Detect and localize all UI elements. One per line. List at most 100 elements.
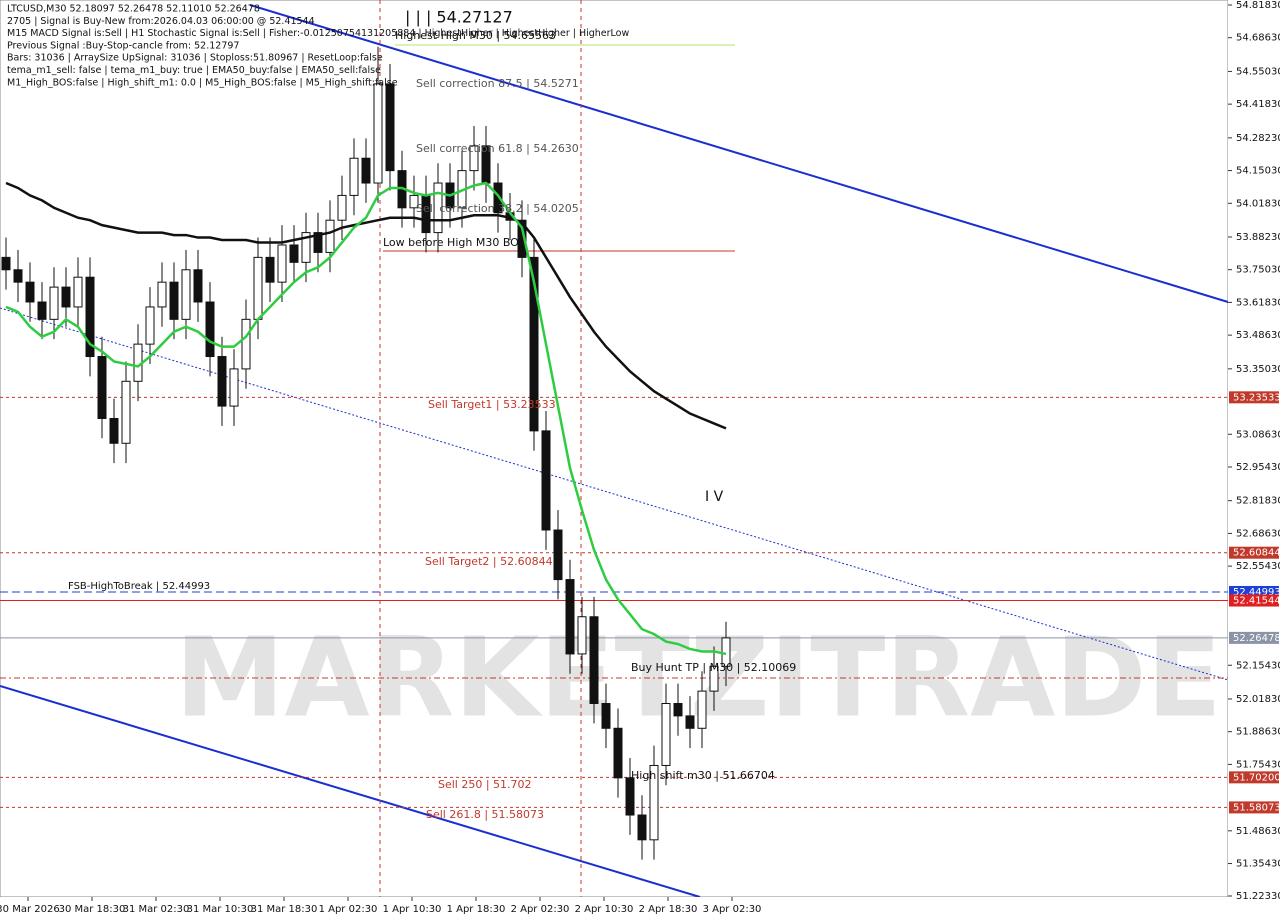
- annotation: Sell correction 87.5 | 54.5271: [416, 77, 579, 90]
- y-tick-label: 54.55030: [1236, 66, 1280, 77]
- y-tick-label: 53.75030: [1236, 265, 1280, 276]
- y-tick-label: 54.01830: [1236, 198, 1280, 209]
- annotations: | | | 54.27127 Highest High M30 | 54.655…: [68, 8, 796, 822]
- y-tick-label: 54.15030: [1236, 166, 1280, 177]
- annotation: FSB-HighToBreak | 52.44993: [68, 581, 210, 592]
- candle-body: [1, 256, 11, 271]
- candle-body: [589, 616, 599, 704]
- price-level-label: 52.44993: [1233, 587, 1280, 598]
- candle-body: [409, 194, 419, 209]
- candle-body: [349, 157, 359, 196]
- candle-body: [625, 777, 635, 816]
- candle-body: [637, 814, 647, 841]
- y-tick-label: 53.48630: [1236, 330, 1280, 341]
- candle-body: [229, 368, 239, 407]
- candle-body: [613, 727, 623, 779]
- annotation: I V: [705, 489, 724, 505]
- candle-body: [697, 690, 707, 729]
- candle-body: [385, 83, 395, 172]
- price-level-box: [1229, 546, 1279, 559]
- candle-body: [217, 356, 227, 407]
- price-level-box: [1229, 391, 1279, 404]
- annotation: | | | 54.27127: [405, 8, 513, 27]
- y-tick-label: 53.88230: [1236, 232, 1280, 243]
- candle-body: [169, 281, 179, 320]
- candle-body: [37, 301, 47, 320]
- y-tick-label: 52.68630: [1236, 528, 1280, 539]
- candle-body: [73, 276, 83, 308]
- trend-dotted: [0, 307, 1229, 681]
- price-level-label: 51.70200: [1233, 772, 1280, 783]
- candle-body: [541, 430, 551, 531]
- price-level-label: 52.26478: [1233, 633, 1280, 644]
- y-tick-label: 53.61830: [1236, 297, 1280, 308]
- candle-body: [469, 145, 479, 172]
- candle-body: [241, 318, 251, 370]
- candle-body: [529, 256, 539, 432]
- candle-body: [109, 417, 119, 444]
- x-tick-label: 3 Apr 02:30: [703, 904, 762, 915]
- candle-body: [433, 182, 443, 234]
- info-line: tema_m1_sell: false | tema_m1_buy: true …: [7, 65, 381, 76]
- moving-average: [5, 181, 727, 656]
- y-tick-label: 52.81830: [1236, 496, 1280, 507]
- candle-body: [325, 219, 335, 253]
- candle-body: [157, 281, 167, 308]
- info-line: 2705 | Signal is Buy-New from:2026.04.03…: [7, 16, 315, 27]
- candle-body: [277, 244, 287, 283]
- channel-bottom: [0, 685, 701, 898]
- annotation: Sell correction 38.2 | 54.0205: [416, 202, 579, 215]
- annotation: Sell 250 | 51.702: [438, 778, 532, 791]
- candle-body: [565, 579, 575, 655]
- price-level-label: 53.23533: [1233, 392, 1280, 403]
- info-line: LTCUSD,M30 52.18097 52.26478 52.11010 52…: [7, 4, 260, 15]
- x-tick-label: 1 Apr 02:30: [319, 904, 378, 915]
- info-line: M15 MACD Signal is:Sell | H1 Stochastic …: [7, 28, 629, 39]
- annotation: Sell Target2 | 52.60844: [425, 555, 553, 568]
- candle-body: [517, 219, 527, 258]
- candle-body: [577, 616, 587, 655]
- price-level-label: 52.60844: [1233, 548, 1280, 559]
- candle-body: [553, 529, 563, 581]
- annotation: High shift m30 | 51.66704: [631, 769, 775, 782]
- info-line: Bars: 31036 | ArraySize UpSignal: 31036 …: [7, 53, 383, 64]
- price-level-box: [1229, 594, 1279, 607]
- info-line: M1_High_BOS:false | High_shift_m1: 0.0 |…: [7, 77, 398, 88]
- y-tick-label: 52.55430: [1236, 561, 1280, 572]
- y-tick-label: 52.95430: [1236, 462, 1280, 473]
- x-tick-label: 31 Mar 10:30: [187, 904, 254, 915]
- y-tick-label: 51.48630: [1236, 826, 1280, 837]
- candle-body: [205, 301, 215, 358]
- y-tick-label: 52.01830: [1236, 694, 1280, 705]
- trend-lines: [0, 0, 1229, 898]
- price-level-box: [1229, 771, 1279, 784]
- annotation: Sell 261.8 | 51.58073: [426, 808, 544, 821]
- candle-body: [373, 83, 383, 184]
- y-tick-label: 51.35430: [1236, 859, 1280, 870]
- y-tick-label: 54.81830: [1236, 0, 1280, 11]
- annotation: Sell Target1 | 53.23533: [428, 398, 556, 411]
- candle-body: [85, 276, 95, 358]
- candle-body: [289, 244, 299, 263]
- candle-body: [661, 702, 671, 766]
- price-level-label: 52.41544: [1233, 596, 1280, 607]
- time-axis: [0, 897, 1280, 920]
- y-tick-label: 54.28230: [1236, 133, 1280, 144]
- candle-body: [337, 194, 347, 221]
- x-tick-label: 2 Apr 18:30: [639, 904, 698, 915]
- x-tick-label: 31 Mar 02:30: [123, 904, 190, 915]
- candle-body: [253, 256, 263, 320]
- x-tick-label: 2 Apr 02:30: [511, 904, 570, 915]
- candle-body: [601, 702, 611, 729]
- annotation: Highest High M30 | 54.65563: [395, 29, 556, 42]
- x-tick-label: 30 Mar 18:30: [59, 904, 126, 915]
- candle-body: [493, 182, 503, 214]
- y-tick-label: 54.41830: [1236, 99, 1280, 110]
- price-level-label: 51.58073: [1233, 802, 1280, 813]
- y-tick-label: 53.08630: [1236, 429, 1280, 440]
- candle-body: [13, 269, 23, 283]
- candle-body: [193, 269, 203, 303]
- candle-body: [685, 715, 695, 729]
- candle-body: [301, 232, 311, 263]
